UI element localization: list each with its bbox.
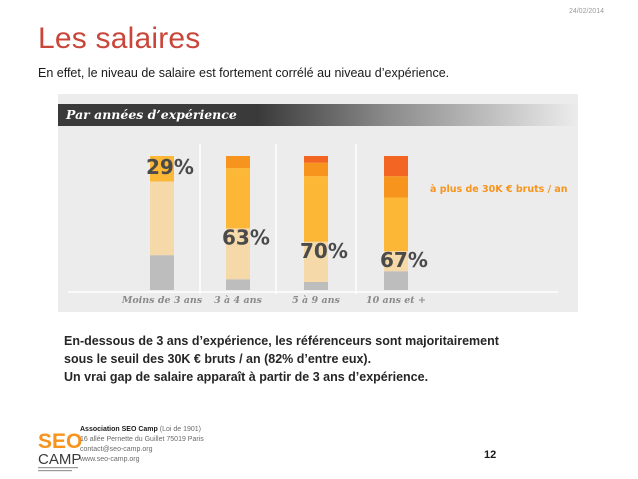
footer-address: 16 allée Pernette du Guillet 75019 Paris xyxy=(80,436,204,443)
bar-segment-3-2 xyxy=(384,197,408,252)
bar-segment-0-0 xyxy=(150,255,174,290)
bar-segment-1-1 xyxy=(226,228,250,280)
bar-value-label-3: 67% xyxy=(380,248,428,272)
bar-segment-1-3 xyxy=(226,156,250,169)
chart-title-band: Par années d’expérience xyxy=(58,104,578,126)
stacked-bar-chart: 29% Moins de 3 ans 63% 3 à 4 ans 70% 5 à 9 an… xyxy=(68,144,568,306)
chart-annotation: à plus de 30K € bruts / an xyxy=(430,184,568,195)
footer-info: Association SEO Camp (Loi de 1901) 16 al… xyxy=(80,425,204,465)
bar-segment-2-2 xyxy=(304,176,328,242)
bar-value-label-2: 70% xyxy=(300,239,348,263)
conclusion-line-3: Un vrai gap de salaire apparaît à partir… xyxy=(64,370,429,384)
slide-title: Les salaires xyxy=(38,22,201,55)
bar-segment-3-3 xyxy=(384,176,408,198)
conclusion-line-2: sous le seuil des 30K € bruts / an (82% … xyxy=(64,352,372,366)
footer-org-name: Association SEO Camp xyxy=(80,426,158,433)
seo-camp-logo: SEO CAMP xyxy=(38,430,82,472)
conclusion-line-1: En-dessous de 3 ans d’expérience, les ré… xyxy=(64,334,499,348)
bar-value-label-1: 63% xyxy=(222,225,270,249)
bar-segment-3-1 xyxy=(384,251,408,272)
category-label-3: 10 ans et + xyxy=(366,295,426,306)
slide-date: 24/02/2014 xyxy=(568,8,604,15)
bar-segment-0-1 xyxy=(150,181,174,256)
bar-segment-1-0 xyxy=(226,279,250,290)
bar-segment-0-2 xyxy=(150,156,174,182)
bar-segment-1-2 xyxy=(226,168,250,229)
bar-segment-3-4 xyxy=(384,156,408,177)
bar-segment-2-1 xyxy=(304,241,328,282)
logo-seo-text: SEO xyxy=(38,430,82,453)
chart-title: Par années d’expérience xyxy=(66,107,237,122)
bar-segment-2-3 xyxy=(304,162,328,177)
conclusion-text: En-dessous de 3 ans d’expérience, les ré… xyxy=(64,332,499,386)
page-number: 12 xyxy=(484,449,497,461)
logo-camp-text: CAMP xyxy=(38,451,81,468)
bar-segment-2-4 xyxy=(304,156,328,163)
footer-org-suffix: (Loi de 1901) xyxy=(157,426,201,433)
footer-email[interactable]: contact@seo-camp.org xyxy=(80,446,153,453)
category-label-0: Moins de 3 ans xyxy=(121,295,203,306)
category-label-1: 3 à 4 ans xyxy=(214,295,262,306)
bar-segment-2-0 xyxy=(304,281,328,290)
bar-value-label-0: 29% xyxy=(146,155,194,179)
footer-website[interactable]: www.seo-camp.org xyxy=(80,456,140,463)
bar-segment-3-0 xyxy=(384,271,408,290)
category-label-2: 5 à 9 ans xyxy=(292,295,340,306)
slide-subtitle: En effet, le niveau de salaire est forte… xyxy=(38,66,450,80)
